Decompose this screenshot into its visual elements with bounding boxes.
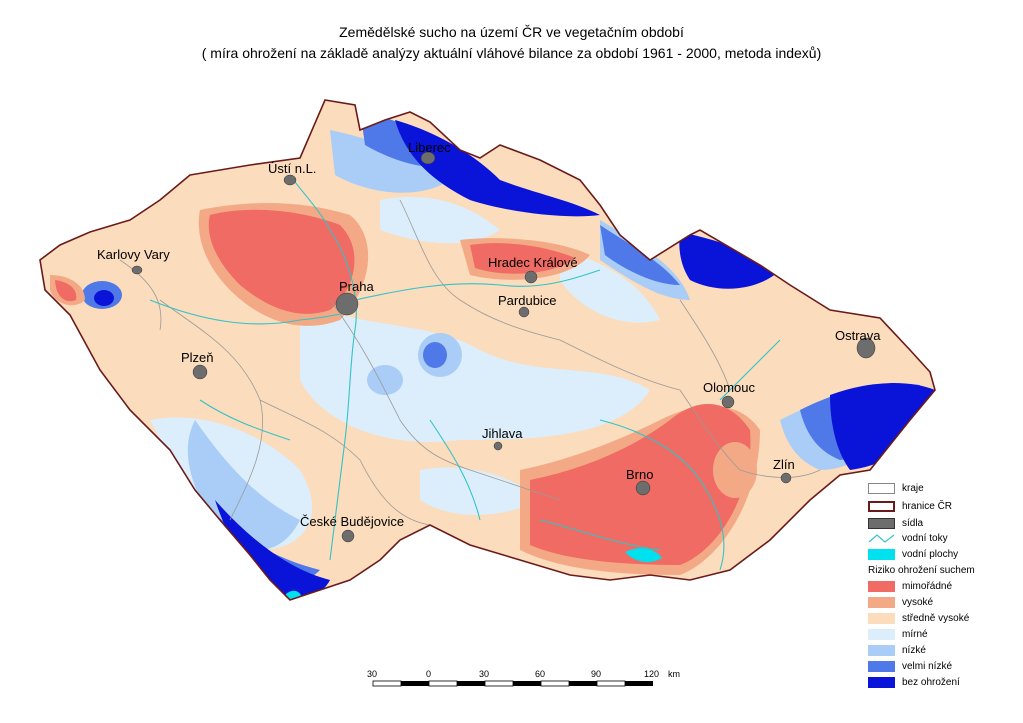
white-box-icon — [868, 483, 895, 494]
city-label-karlovy-vary: Karlovy Vary — [97, 247, 170, 262]
color-swatch-icon — [868, 661, 895, 672]
rivers — [149, 174, 781, 571]
color-swatch-icon — [868, 645, 895, 656]
legend-risk-label: velmi nízké — [902, 661, 953, 672]
region-boundaries — [119, 199, 821, 526]
city-label-ostrava: Ostrava — [835, 328, 881, 343]
city-label-praha: Praha — [339, 279, 374, 294]
legend-risk-label: středně vysoké — [902, 613, 970, 624]
scale-label: 120 — [644, 669, 659, 679]
scale-bar: 30 0 30 60 90 120 km — [367, 669, 680, 687]
city-label-pardubice: Pardubice — [498, 293, 557, 308]
city-label-zlin: Zlín — [773, 457, 795, 472]
legend-risk-label: vysoké — [902, 597, 934, 608]
city-label-ceske-budejovice: České Budějovice — [300, 514, 404, 529]
city-label-jihlava: Jihlava — [482, 426, 523, 441]
color-swatch-icon — [868, 613, 895, 624]
legend-risk-label: bez ohrožení — [902, 677, 960, 688]
color-swatch-icon — [868, 677, 895, 688]
color-swatch-icon — [868, 581, 895, 592]
scale-label: 30 — [479, 669, 489, 679]
scale-label: 0 — [426, 669, 431, 679]
scale-label: 60 — [535, 669, 545, 679]
legend-risk-label: mírné — [902, 629, 928, 640]
city-label-brno: Brno — [626, 467, 653, 482]
border-box-icon — [868, 501, 895, 512]
city-labels: Liberec Ústí n.L. Karlovy Vary Praha Hra… — [97, 140, 881, 529]
color-swatch-icon — [868, 629, 895, 640]
color-swatch-icon — [868, 597, 895, 608]
scale-label: 30 — [367, 669, 377, 679]
scale-unit: km — [668, 669, 680, 679]
settlements — [131, 151, 876, 543]
city-label-usti: Ústí n.L. — [268, 161, 316, 176]
city-label-olomouc: Olomouc — [703, 380, 756, 395]
city-label-hradec-kralove: Hradec Králové — [488, 255, 578, 270]
scale-label: 90 — [591, 669, 601, 679]
legend-risk-label: mimořádné — [902, 581, 953, 592]
cyan-box-icon — [868, 549, 895, 560]
legend-risk-title: Riziko ohrožení suchem — [868, 565, 975, 576]
river-line-icon — [868, 534, 895, 543]
legend-risk-label: nízké — [902, 645, 926, 656]
gray-box-icon — [868, 518, 895, 529]
city-label-liberec: Liberec — [408, 140, 451, 155]
map-subtitle: ( míra ohrožení na základě analýzy aktuá… — [201, 45, 822, 61]
city-label-plzen: Plzeň — [181, 350, 214, 365]
map-title: Zemědělské sucho na území ČR ve vegetačn… — [339, 24, 684, 40]
